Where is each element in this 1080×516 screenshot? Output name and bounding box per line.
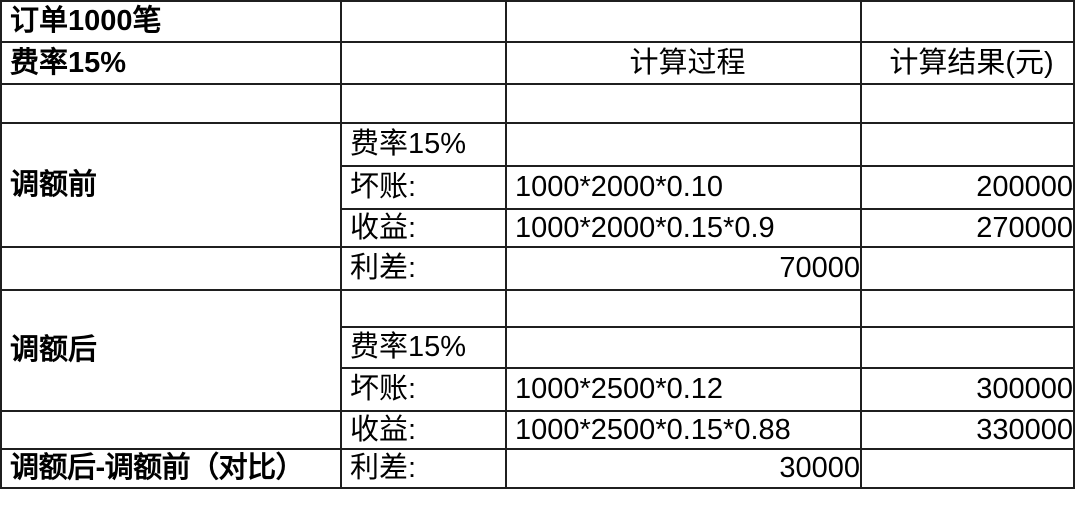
- cell-empty[interactable]: [340, 0, 507, 43]
- cell-empty[interactable]: [860, 122, 1075, 167]
- cell-empty[interactable]: [860, 289, 1075, 328]
- cell-after-baddebt-label[interactable]: 坏账:: [340, 367, 507, 412]
- cell-before-revenue-formula[interactable]: 1000*2000*0.15*0.9: [505, 208, 862, 248]
- cell-after-revenue-result[interactable]: 330000: [860, 410, 1075, 450]
- cell-before-spread-label[interactable]: 利差:: [340, 246, 507, 291]
- cell-after-revenue-label[interactable]: 收益:: [340, 410, 507, 450]
- cell-header-result[interactable]: 计算结果(元): [860, 41, 1075, 85]
- cell-rate-note[interactable]: 费率15%: [0, 41, 342, 85]
- cell-empty[interactable]: [860, 448, 1075, 489]
- cell-before-baddebt-label[interactable]: 坏账:: [340, 165, 507, 210]
- cell-after-label[interactable]: 调额后: [0, 289, 342, 412]
- cell-empty[interactable]: [505, 122, 862, 167]
- calculation-spreadsheet: 订单1000笔 费率15% 计算过程 计算结果(元) 调额前 费率15% 坏账:…: [0, 0, 1075, 489]
- cell-before-baddebt-result[interactable]: 200000: [860, 165, 1075, 210]
- cell-after-baddebt-result[interactable]: 300000: [860, 367, 1075, 412]
- cell-empty[interactable]: [0, 246, 342, 291]
- cell-comparison-spread-label[interactable]: 利差:: [340, 448, 507, 489]
- cell-empty[interactable]: [340, 289, 507, 328]
- cell-empty[interactable]: [505, 289, 862, 328]
- cell-empty[interactable]: [340, 41, 507, 85]
- cell-empty[interactable]: [860, 246, 1075, 291]
- cell-empty[interactable]: [860, 326, 1075, 369]
- cell-empty[interactable]: [0, 410, 342, 450]
- cell-header-process[interactable]: 计算过程: [505, 41, 862, 85]
- cell-comparison-spread-value[interactable]: 30000: [505, 448, 862, 489]
- cell-before-revenue-label[interactable]: 收益:: [340, 208, 507, 248]
- cell-before-revenue-result[interactable]: 270000: [860, 208, 1075, 248]
- cell-title[interactable]: 订单1000笔: [0, 0, 342, 43]
- cell-empty[interactable]: [860, 83, 1075, 124]
- cell-before-rate[interactable]: 费率15%: [340, 122, 507, 167]
- cell-empty[interactable]: [860, 0, 1075, 43]
- cell-empty[interactable]: [340, 83, 507, 124]
- cell-before-baddebt-formula[interactable]: 1000*2000*0.10: [505, 165, 862, 210]
- cell-empty[interactable]: [0, 83, 342, 124]
- cell-before-label[interactable]: 调额前: [0, 122, 342, 248]
- cell-empty[interactable]: [505, 0, 862, 43]
- cell-empty[interactable]: [505, 326, 862, 369]
- cell-before-spread-value[interactable]: 70000: [505, 246, 862, 291]
- cell-after-rate[interactable]: 费率15%: [340, 326, 507, 369]
- cell-after-revenue-formula[interactable]: 1000*2500*0.15*0.88: [505, 410, 862, 450]
- cell-comparison-label[interactable]: 调额后-调额前（对比）: [0, 448, 342, 489]
- cell-after-baddebt-formula[interactable]: 1000*2500*0.12: [505, 367, 862, 412]
- cell-empty[interactable]: [505, 83, 862, 124]
